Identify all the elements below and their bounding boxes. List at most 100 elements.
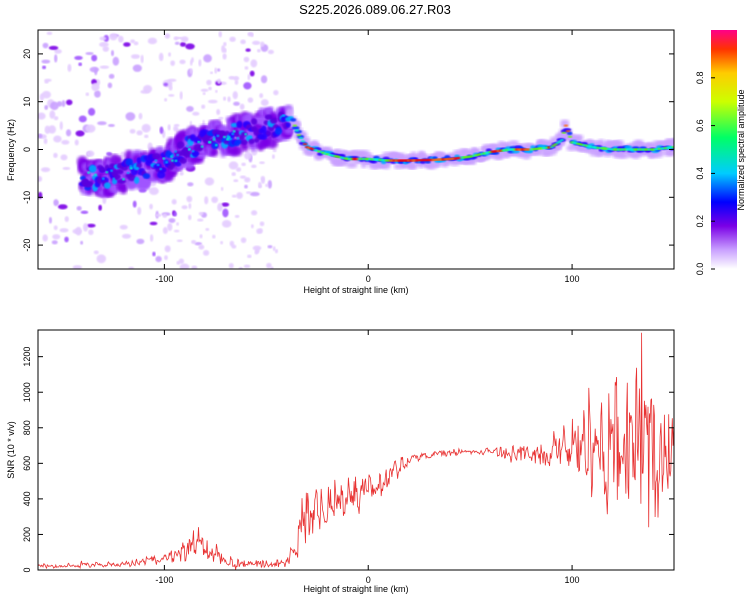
spectrogram-blob — [186, 105, 194, 112]
spectrogram-blob — [345, 161, 358, 169]
spectrogram-blob — [216, 134, 220, 138]
spectrogram-blob — [85, 92, 90, 96]
spectrogram-blob — [258, 228, 263, 234]
spectrogram-blob — [134, 176, 140, 184]
spectrogram-blob — [189, 120, 193, 127]
spectrogram-blob — [209, 71, 214, 75]
spectrogram-blob — [208, 99, 218, 104]
spectrogram-blob — [269, 117, 278, 124]
snr-ytick-label: 400 — [22, 491, 32, 506]
spectrogram-blob — [239, 175, 247, 179]
spectrogram-blob — [563, 124, 569, 127]
spectrogram-blob — [168, 94, 175, 97]
spectrogram-blob — [162, 213, 168, 218]
spectrogram-blob — [228, 262, 234, 269]
spectrogram-blob — [160, 167, 167, 173]
spectrogram-blob — [137, 206, 142, 215]
spectrogram-blob — [76, 206, 82, 211]
spectrogram-blob — [176, 239, 183, 243]
spectrogram-blob — [252, 40, 261, 45]
spectrogram-blob — [230, 122, 239, 128]
spectrogram-blob — [667, 149, 674, 156]
spectrogram-blob — [266, 130, 272, 136]
spectrogram-blob — [211, 142, 219, 150]
spectrogram-blob — [234, 214, 240, 219]
spectrogram-blob — [101, 177, 105, 180]
spectrogram-blob — [192, 111, 200, 116]
spectrogram-blob — [149, 234, 154, 242]
spectrogram-blob — [246, 191, 252, 194]
spectrogram-blob — [164, 33, 171, 39]
spectrogram-blob — [38, 112, 46, 120]
spectrogram-blob — [271, 154, 275, 159]
spectrogram-blob — [274, 127, 283, 135]
spectrogram-blob — [64, 236, 69, 243]
spectrogram-blob — [103, 34, 109, 43]
colorbar-tick-label: 0.6 — [695, 119, 705, 132]
spectrogram-blob — [561, 131, 567, 134]
spectrogram-blob — [239, 103, 245, 110]
spectrogram-blob — [573, 134, 584, 142]
spectrogram-blob — [214, 67, 218, 74]
snr-ytick-label: 200 — [22, 527, 32, 542]
spectrogram-blob — [65, 99, 73, 106]
spectrogram-blob — [206, 79, 212, 86]
spectrogram-blob — [140, 89, 150, 94]
spectrogram-blob — [53, 225, 58, 231]
spectrogram-blob — [549, 146, 554, 149]
spectrogram-blob — [231, 194, 237, 198]
spectrogram-ylabel: Frequency (Hz) — [6, 119, 16, 181]
snr-ytick-label: 1200 — [22, 347, 32, 367]
spectrogram-blob — [99, 65, 110, 69]
spectrogram-blob — [170, 60, 176, 66]
spectrogram-blob — [176, 141, 185, 149]
spectrogram-blob — [259, 93, 264, 99]
spectrogram-blob — [189, 68, 193, 74]
spectrogram-blob — [221, 45, 226, 53]
spectrogram-blob — [159, 167, 163, 171]
spectrogram-blob — [260, 177, 265, 184]
spectrogram-blob — [144, 134, 149, 139]
spectrogram-blob — [250, 33, 254, 38]
spectrogram-blob — [162, 157, 166, 160]
spectrogram-xtick-label: 100 — [565, 274, 580, 284]
spectrogram-blob — [226, 138, 229, 141]
spectrogram-blob — [179, 157, 187, 164]
spectrogram-blob — [125, 112, 136, 121]
spectrogram-blob — [78, 62, 83, 67]
spectrogram-blob — [59, 228, 69, 233]
spectrogram-blob — [136, 167, 139, 170]
snr-series-line — [38, 332, 674, 570]
spectrogram-blob — [197, 140, 201, 144]
spectrogram-blob — [171, 154, 174, 157]
spectrogram-blob — [191, 149, 195, 153]
spectrogram-blob — [267, 179, 273, 189]
spectrogram-blob — [248, 138, 255, 145]
spectrogram-blob — [126, 171, 130, 175]
spectrogram-blob — [236, 192, 243, 199]
spectrogram-blob — [670, 139, 674, 145]
spectrogram-blob — [99, 42, 109, 48]
spectrogram-blob — [53, 199, 59, 207]
spectrogram-blob — [130, 54, 140, 59]
spectrogram-blob — [243, 151, 252, 160]
spectrogram-blob — [244, 66, 249, 70]
spectrogram-blob — [208, 140, 212, 144]
spectrogram-blob — [198, 211, 204, 216]
spectrogram-blob — [117, 184, 128, 191]
spectrogram-blob — [122, 178, 125, 181]
spectrogram-blob — [152, 153, 161, 160]
spectrogram-blob — [231, 132, 235, 136]
snr-xtick-label: -100 — [155, 575, 173, 585]
spectrogram-blob — [185, 145, 189, 148]
spectrogram-blob — [272, 149, 277, 153]
spectrogram-blob — [112, 177, 116, 181]
spectrogram-blob — [75, 130, 85, 137]
colorbar-tick-label: 0.0 — [695, 263, 705, 276]
spectrogram-blob — [108, 123, 115, 128]
spectrogram-blob — [204, 196, 209, 205]
spectrogram-blob — [265, 183, 269, 188]
spectrogram-blob — [130, 167, 133, 170]
spectrogram-blob — [82, 222, 89, 232]
figure-title: S225.2026.089.06.27.R03 — [299, 2, 451, 17]
